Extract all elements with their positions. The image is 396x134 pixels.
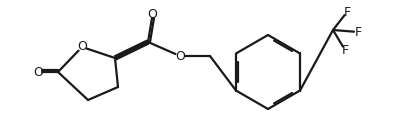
Text: O: O [33, 66, 43, 79]
Text: F: F [343, 5, 350, 18]
Text: O: O [77, 40, 87, 53]
Text: O: O [147, 8, 157, 21]
Text: O: O [175, 49, 185, 62]
Text: F: F [341, 44, 348, 57]
Text: F: F [354, 25, 362, 38]
